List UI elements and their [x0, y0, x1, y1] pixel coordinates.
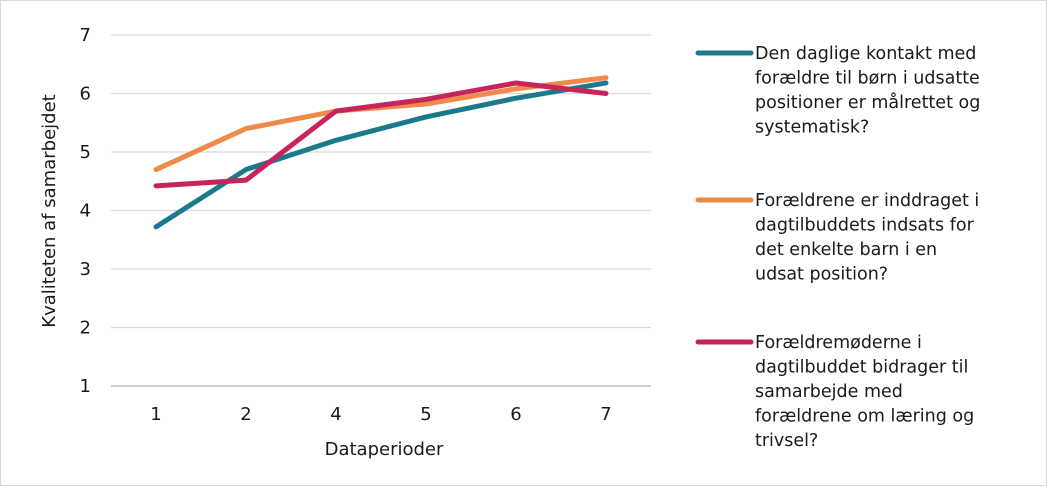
y-axis-title: Kvaliteten af samarbejdet: [39, 94, 60, 327]
legend-label-2: udsat position?: [755, 265, 888, 285]
y-tick-label: 6: [80, 84, 91, 105]
legend: Den daglige kontakt med forældre til børn…: [695, 44, 980, 451]
legend-label-2: dagtilbuddets indsats for: [755, 216, 975, 236]
series-line-2: [153, 75, 609, 173]
legend-label-1: forældre til børn i udsatte: [755, 69, 980, 89]
x-tick-label: 5: [420, 404, 431, 425]
x-tick-label: 4: [330, 404, 341, 425]
x-tick-label: 2: [240, 404, 251, 425]
legend-label-3: samarbejde med: [755, 382, 903, 402]
legend-label-3: forældrene om læring og: [755, 407, 974, 427]
x-axis-title: Dataperioder: [325, 439, 444, 460]
y-tick-label: 1: [80, 376, 91, 397]
legend-label-2: det enkelte barn i en: [755, 240, 937, 260]
legend-label-1: Den daglige kontakt med: [755, 44, 976, 64]
legend-label-3: Forældremøderne i: [755, 333, 922, 353]
gridlines: [111, 34, 651, 387]
legend-label-3: dagtilbuddet bidrager til: [755, 358, 968, 378]
series-line-3: [153, 80, 609, 189]
legend-label-1: systematisk?: [755, 118, 869, 138]
series-lines: [153, 75, 609, 230]
x-tick-label: 6: [510, 404, 521, 425]
y-tick-label: 3: [80, 259, 91, 280]
y-tick-label: 4: [80, 201, 91, 222]
x-tick-label: 7: [600, 404, 611, 425]
y-tick-label: 5: [80, 142, 91, 163]
x-axis-ticks: 1 2 4 5 6 7: [150, 404, 611, 425]
y-tick-label: 2: [80, 318, 91, 339]
legend-label-1: positioner er målrettet og: [755, 92, 980, 113]
y-tick-label: 7: [80, 25, 91, 46]
legend-label-3: trivsel?: [755, 431, 818, 451]
legend-label-2: Forældrene er inddraget i: [755, 191, 979, 211]
y-axis-ticks: 1 2 3 4 5 6 7: [80, 25, 91, 397]
x-tick-label: 1: [150, 404, 161, 425]
